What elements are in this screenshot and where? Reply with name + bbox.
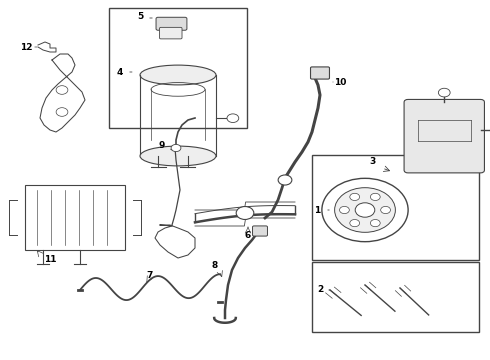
Circle shape: [322, 178, 408, 242]
Text: 9: 9: [159, 140, 165, 149]
FancyBboxPatch shape: [311, 67, 329, 79]
FancyBboxPatch shape: [156, 17, 187, 30]
Bar: [109, 8, 247, 128]
Bar: [312, 262, 479, 332]
Circle shape: [370, 193, 380, 201]
Text: 4: 4: [117, 68, 123, 77]
Circle shape: [355, 203, 375, 217]
Circle shape: [335, 188, 395, 232]
Text: 6: 6: [245, 230, 251, 239]
Text: 1: 1: [314, 206, 320, 215]
Circle shape: [236, 207, 254, 220]
Bar: [25, 185, 125, 250]
Circle shape: [439, 88, 450, 97]
Text: 8: 8: [212, 261, 218, 270]
Text: 5: 5: [137, 12, 143, 21]
Circle shape: [350, 193, 360, 201]
Circle shape: [340, 206, 349, 213]
Circle shape: [171, 144, 181, 152]
Bar: [312, 155, 479, 260]
FancyBboxPatch shape: [252, 226, 268, 236]
Text: 12: 12: [20, 42, 32, 51]
Text: 7: 7: [147, 270, 153, 279]
Circle shape: [278, 175, 292, 185]
Circle shape: [381, 206, 391, 213]
Text: 11: 11: [44, 256, 56, 265]
Circle shape: [370, 220, 380, 227]
Circle shape: [227, 114, 239, 122]
Text: 3: 3: [369, 157, 375, 166]
Circle shape: [350, 220, 360, 227]
FancyBboxPatch shape: [404, 99, 485, 173]
Ellipse shape: [140, 146, 216, 166]
Text: 2: 2: [317, 285, 323, 294]
Text: 10: 10: [334, 77, 346, 86]
Circle shape: [56, 86, 68, 94]
Ellipse shape: [140, 65, 216, 85]
Circle shape: [56, 108, 68, 116]
FancyBboxPatch shape: [159, 27, 182, 39]
